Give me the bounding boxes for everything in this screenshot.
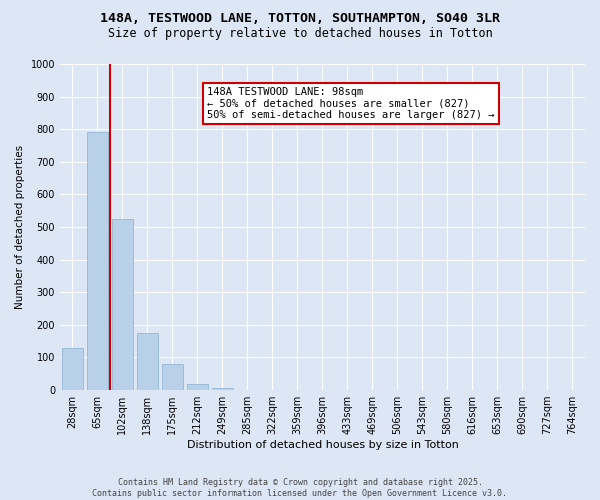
Bar (137, 333, 158, 390)
Bar (112, 219, 133, 390)
Text: 148A TESTWOOD LANE: 98sqm
← 50% of detached houses are smaller (827)
50% of semi: 148A TESTWOOD LANE: 98sqm ← 50% of detac… (207, 87, 494, 120)
X-axis label: Distribution of detached houses by size in Totton: Distribution of detached houses by size … (187, 440, 458, 450)
Bar (187, 384, 208, 390)
Bar (162, 364, 183, 390)
Text: Contains HM Land Registry data © Crown copyright and database right 2025.
Contai: Contains HM Land Registry data © Crown c… (92, 478, 508, 498)
Text: Size of property relative to detached houses in Totton: Size of property relative to detached ho… (107, 28, 493, 40)
Text: 148A, TESTWOOD LANE, TOTTON, SOUTHAMPTON, SO40 3LR: 148A, TESTWOOD LANE, TOTTON, SOUTHAMPTON… (100, 12, 500, 26)
Y-axis label: Number of detached properties: Number of detached properties (15, 145, 25, 309)
Bar (212, 388, 233, 390)
Bar (62, 348, 83, 390)
Bar (87, 132, 108, 390)
